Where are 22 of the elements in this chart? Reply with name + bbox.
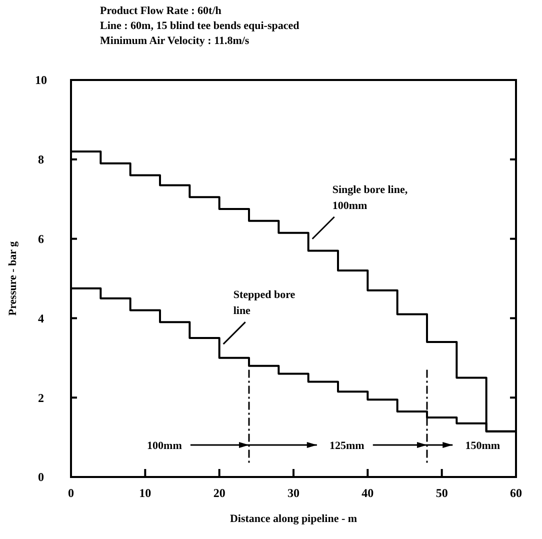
x-axis-title: Distance along pipeline - m <box>230 513 358 525</box>
x-tick-label: 20 <box>213 486 226 500</box>
x-tick-label: 50 <box>436 486 448 500</box>
y-tick-label: 4 <box>38 311 44 326</box>
chart-title: Product Flow Rate : 60t/h <box>100 5 222 17</box>
x-tick-label: 0 <box>68 486 74 500</box>
annotation: 100mm <box>147 440 182 452</box>
text: Stepped bore line <box>233 289 296 318</box>
text: Single bore line, 100mm <box>332 184 408 212</box>
chart-subtitle: Line : 60m, 15 blind tee bends equi-spaced Minimum Air Velocity : 11.8m/s <box>100 20 300 47</box>
y-tick-label: 0 <box>38 470 44 484</box>
y-axis-title: Pressure - bar g <box>7 240 19 316</box>
x-tick-label: 60 <box>510 486 522 500</box>
annotation: 125mm <box>329 440 364 452</box>
y-tick-label: 2 <box>38 390 44 405</box>
x-tick-label: 30 <box>288 486 300 500</box>
y-tick-label: 10 <box>35 73 47 88</box>
y-tick-label: 8 <box>38 152 44 167</box>
annotation: 150mm <box>465 440 500 452</box>
x-tick-label: 40 <box>362 486 374 500</box>
y-tick-label: 6 <box>38 232 44 246</box>
x-tick-label: 10 <box>139 486 152 500</box>
